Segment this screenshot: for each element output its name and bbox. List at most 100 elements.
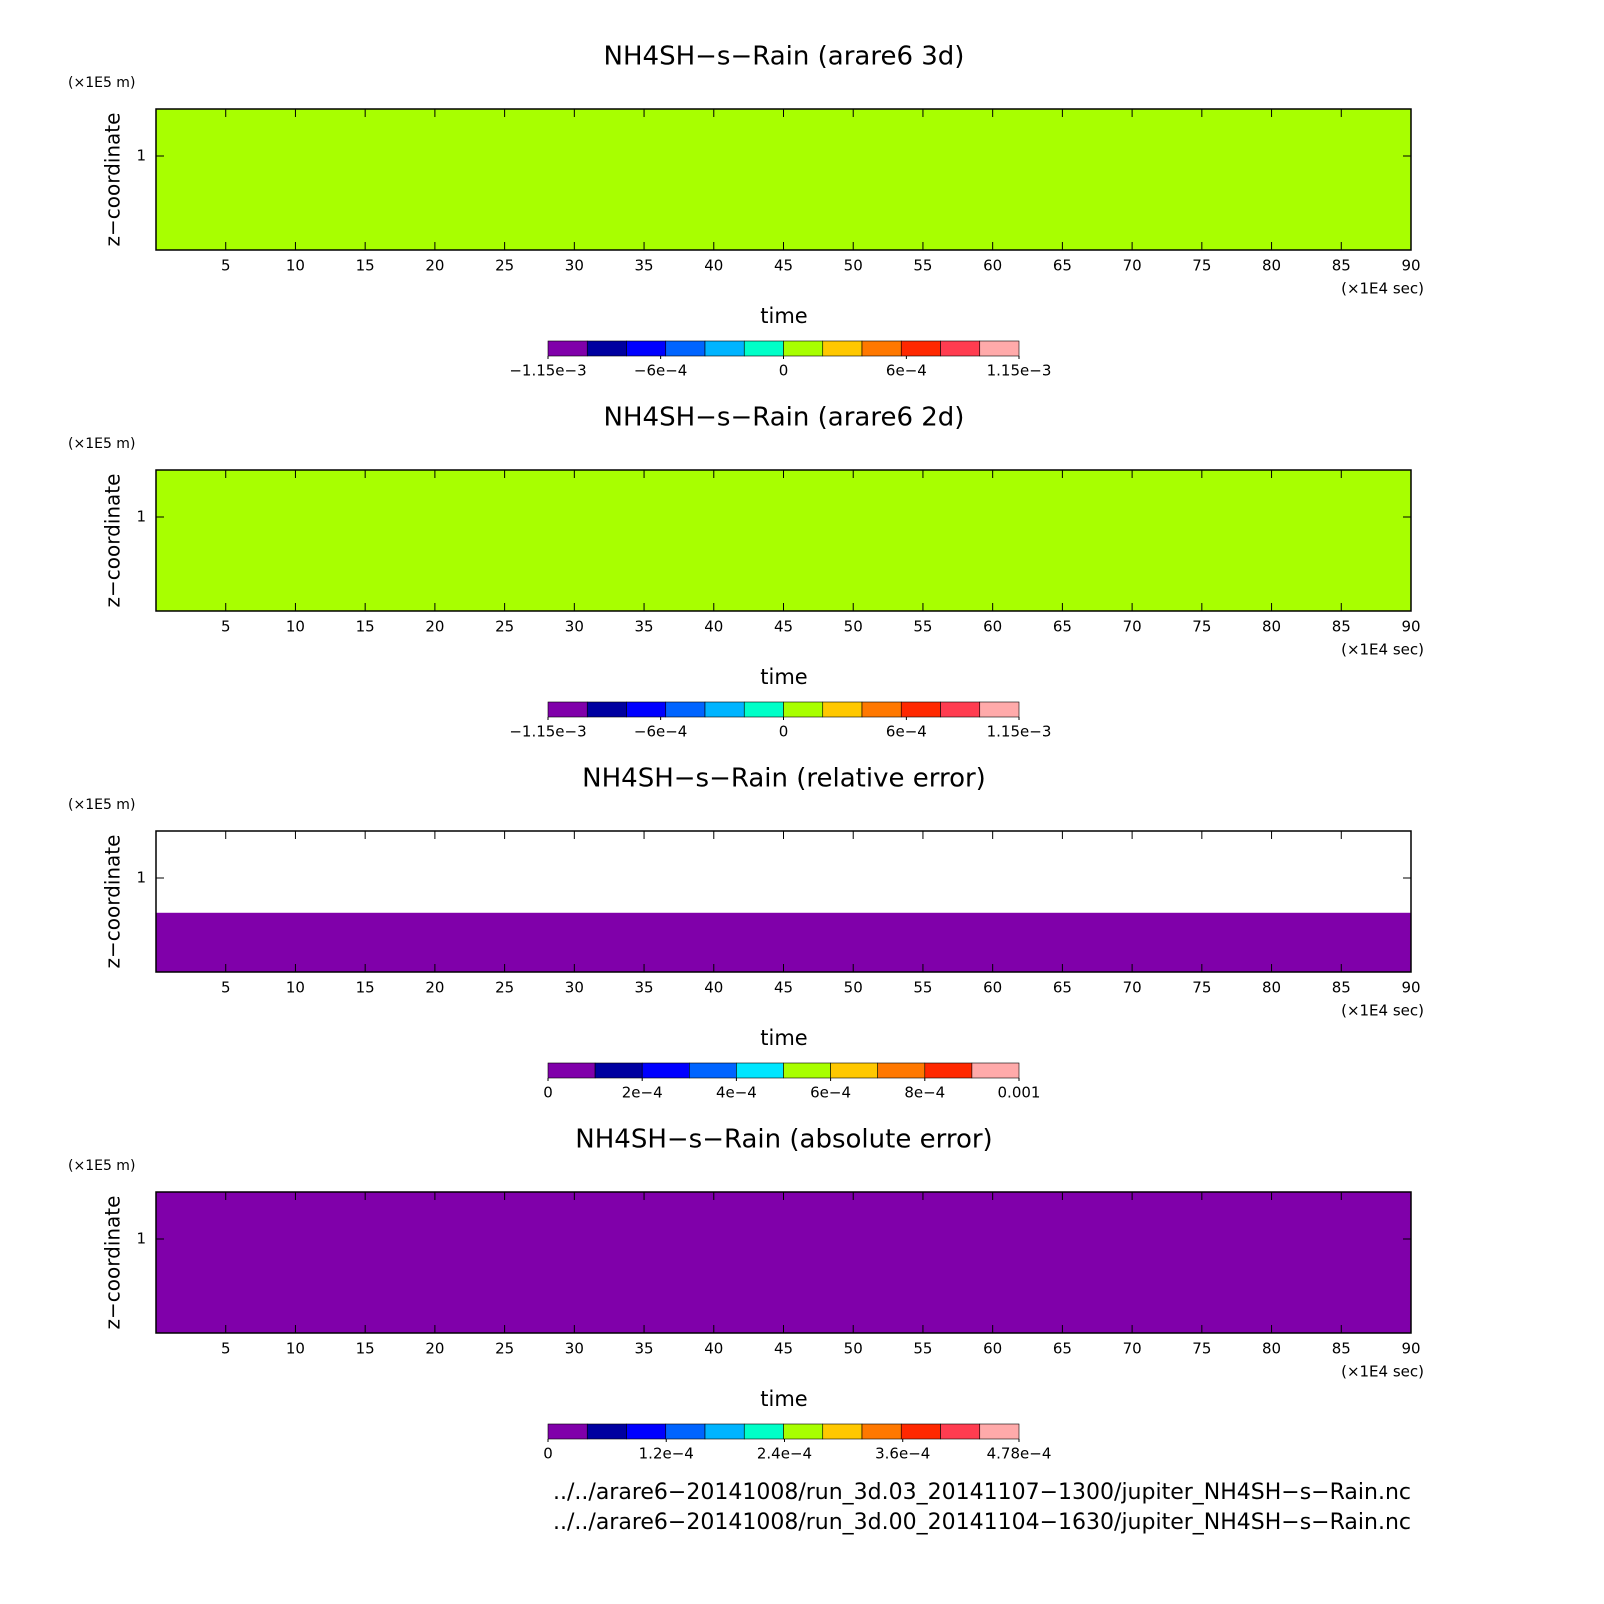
x-tick-label: 15 — [356, 1340, 375, 1358]
x-tick-label: 10 — [286, 1340, 305, 1358]
field — [156, 470, 1411, 611]
field — [156, 109, 1411, 250]
colorbar-swatch — [626, 340, 667, 357]
colorbar-swatch — [586, 340, 627, 357]
colorbar-swatch — [586, 701, 627, 718]
x-tick-label: 30 — [565, 1340, 584, 1358]
y-axis-label: z−coordinate — [101, 113, 125, 247]
x-tick-label: 55 — [913, 979, 932, 997]
colorbar-swatch — [743, 1423, 784, 1440]
x-tick-label: 20 — [425, 1340, 444, 1358]
colorbar-tick-label: 0 — [543, 1445, 553, 1463]
colorbar-swatch — [594, 1062, 643, 1079]
file-path: ../../arare6−20141008/run_3d.00_20141104… — [553, 1510, 1411, 1535]
colorbar-tick-label: 2e−4 — [622, 1084, 663, 1102]
x-tick-label: 90 — [1401, 979, 1420, 997]
x-tick-label: 80 — [1262, 1340, 1281, 1358]
x-axis-label: time — [760, 1387, 807, 1411]
panel-title: NH4SH−s−Rain (absolute error) — [575, 1125, 992, 1155]
x-tick-label: 80 — [1262, 257, 1281, 275]
x-tick-label: 60 — [983, 1340, 1002, 1358]
x-tick-label: 55 — [913, 1340, 932, 1358]
colorbar-swatch — [822, 340, 863, 357]
x-tick-label: 5 — [221, 618, 231, 636]
x-axis-label: time — [760, 665, 807, 689]
colorbar-tick-label: 3.6e−4 — [875, 1445, 930, 1463]
colorbar-tick-label: 0 — [779, 362, 789, 380]
colorbar-swatch — [586, 1423, 627, 1440]
y-unit: (×1E5 m) — [68, 1158, 135, 1174]
x-tick-label: 60 — [983, 979, 1002, 997]
x-tick-label: 35 — [635, 618, 654, 636]
file-path: ../../arare6−20141008/run_3d.03_20141107… — [553, 1480, 1411, 1505]
x-tick-label: 75 — [1192, 618, 1211, 636]
colorbar-swatch — [940, 1423, 981, 1440]
x-unit: (×1E4 sec) — [1341, 641, 1424, 659]
colorbar-swatch — [704, 1423, 745, 1440]
x-tick-label: 25 — [495, 257, 514, 275]
colorbar-tick-label: −6e−4 — [634, 362, 687, 380]
x-tick-label: 15 — [356, 618, 375, 636]
x-tick-label: 60 — [983, 618, 1002, 636]
x-tick-label: 85 — [1332, 257, 1351, 275]
x-unit: (×1E4 sec) — [1341, 1002, 1424, 1020]
x-tick-label: 90 — [1401, 618, 1420, 636]
x-tick-label: 15 — [356, 257, 375, 275]
x-tick-label: 80 — [1262, 979, 1281, 997]
colorbar-swatch — [743, 701, 784, 718]
colorbar-tick-label: 1.15e−3 — [987, 362, 1052, 380]
y-axis-label: z−coordinate — [101, 474, 125, 608]
colorbar-swatch — [547, 1423, 588, 1440]
x-tick-label: 25 — [495, 1340, 514, 1358]
colorbar-tick-label: 1.2e−4 — [639, 1445, 694, 1463]
panel-title: NH4SH−s−Rain (relative error) — [582, 764, 986, 794]
colorbar-swatch — [979, 1423, 1020, 1440]
colorbar-swatch — [861, 340, 902, 357]
x-tick-label: 70 — [1123, 257, 1142, 275]
colorbar-tick-label: 4e−4 — [716, 1084, 757, 1102]
x-tick-label: 30 — [565, 257, 584, 275]
x-tick-label: 10 — [286, 618, 305, 636]
colorbar-swatch — [783, 701, 824, 718]
x-tick-label: 35 — [635, 1340, 654, 1358]
colorbar-swatch — [900, 1423, 941, 1440]
colorbar-swatch — [665, 340, 706, 357]
colorbar-swatch — [641, 1062, 690, 1079]
x-tick-label: 40 — [704, 1340, 723, 1358]
panel-title: NH4SH−s−Rain (arare6 3d) — [604, 42, 965, 72]
x-tick-label: 45 — [774, 979, 793, 997]
x-tick-label: 15 — [356, 979, 375, 997]
colorbar-tick-label: 0.001 — [998, 1084, 1041, 1102]
colorbar-swatch — [783, 340, 824, 357]
x-tick-label: 55 — [913, 257, 932, 275]
colorbar-swatch — [688, 1062, 737, 1079]
colorbar-swatch — [665, 701, 706, 718]
colorbar-swatch — [861, 1423, 902, 1440]
x-tick-label: 35 — [635, 257, 654, 275]
colorbar-swatch — [924, 1062, 973, 1079]
x-tick-label: 55 — [913, 618, 932, 636]
y-unit: (×1E5 m) — [68, 797, 135, 813]
colorbar-tick-label: 1.15e−3 — [987, 723, 1052, 741]
x-tick-label: 50 — [844, 1340, 863, 1358]
x-tick-label: 5 — [221, 257, 231, 275]
panel-title: NH4SH−s−Rain (arare6 2d) — [604, 403, 965, 433]
colorbar-tick-label: 2.4e−4 — [757, 1445, 812, 1463]
colorbar-swatch — [704, 701, 745, 718]
colorbar-swatch — [547, 701, 588, 718]
x-tick-label: 75 — [1192, 257, 1211, 275]
x-axis-label: time — [760, 304, 807, 328]
colorbar-tick-label: −1.15e−3 — [509, 723, 586, 741]
x-tick-label: 80 — [1262, 618, 1281, 636]
colorbar-swatch — [822, 1423, 863, 1440]
x-tick-label: 10 — [286, 257, 305, 275]
x-tick-label: 45 — [774, 1340, 793, 1358]
colorbar-swatch — [704, 340, 745, 357]
x-tick-label: 70 — [1123, 979, 1142, 997]
x-tick-label: 45 — [774, 257, 793, 275]
y-axis-label: z−coordinate — [101, 835, 125, 969]
x-tick-label: 40 — [704, 979, 723, 997]
colorbar-tick-label: 0 — [779, 723, 789, 741]
x-tick-label: 90 — [1401, 257, 1420, 275]
colorbar-swatch — [900, 701, 941, 718]
